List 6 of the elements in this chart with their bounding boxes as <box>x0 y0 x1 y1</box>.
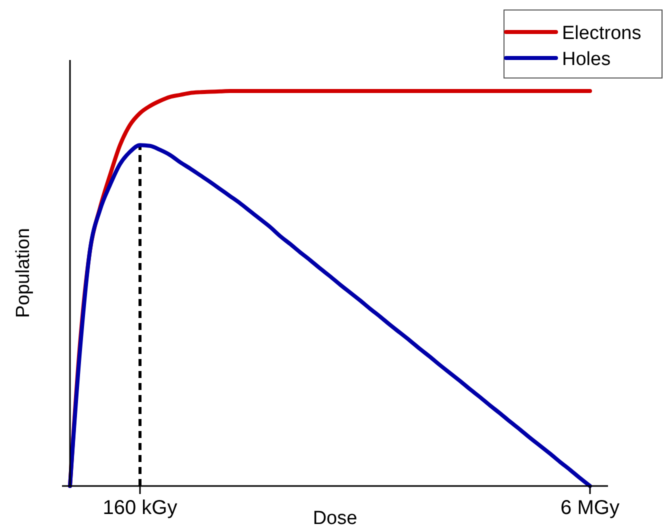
x-tick-label: 6 MGy <box>560 497 620 519</box>
legend-label: Holes <box>562 49 611 70</box>
y-axis-title: Population <box>13 228 34 318</box>
x-axis-title: Dose <box>312 508 358 526</box>
x-tick-label: 160 kGy <box>102 497 178 519</box>
legend-label: Electrons <box>562 23 642 44</box>
